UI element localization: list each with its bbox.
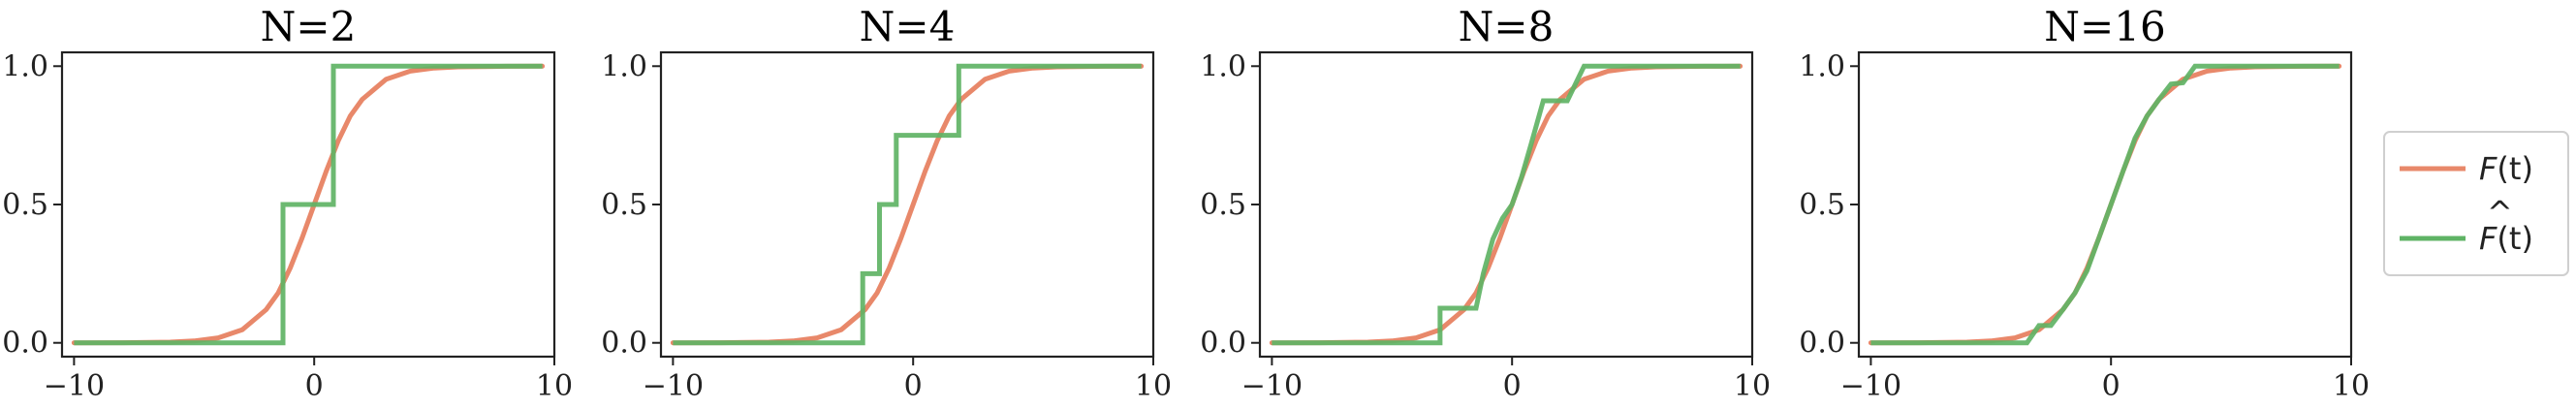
x-tick-label: 10 xyxy=(2333,369,2370,403)
empirical-cdf-line xyxy=(74,63,543,346)
x-tick-label: −10 xyxy=(643,369,704,403)
true-cdf-line xyxy=(1269,63,1744,346)
legend: F(t)F(t)^ xyxy=(2383,131,2569,276)
y-tick-label: 1.0 xyxy=(1200,49,1246,83)
x-tick-label: 0 xyxy=(904,369,923,403)
empirical-cdf-line xyxy=(1272,63,1741,346)
true-cdf-line xyxy=(670,63,1145,346)
y-tick-label: 1.0 xyxy=(2,49,48,83)
y-tick-label: 0.5 xyxy=(1200,188,1246,222)
axes-frame xyxy=(1258,50,1754,359)
x-tick-label: 0 xyxy=(1503,369,1522,403)
legend-label: F(t) xyxy=(2479,220,2533,257)
y-tick-label: 0.0 xyxy=(2,327,48,361)
legend-entry: F(t)^ xyxy=(2400,194,2533,257)
y-tick-label: 0.5 xyxy=(601,188,647,222)
y-tick-label: 0.0 xyxy=(1799,327,1845,361)
panel-3: N=8 −10 0 10 0.0 0.5 1.0 xyxy=(1200,3,1771,403)
panel-4: N=16 −10 0 10 0.0 0.5 1.0 xyxy=(1799,3,2370,403)
x-tick-label: 10 xyxy=(536,369,573,403)
empirical-cdf-line xyxy=(673,63,1142,346)
x-tick-label: 0 xyxy=(2102,369,2120,403)
legend-entry: F(t) xyxy=(2400,150,2533,187)
panel-title: N=8 xyxy=(1459,3,1555,50)
y-tick-label: 1.0 xyxy=(1799,49,1845,83)
axes-frame xyxy=(659,50,1155,359)
y-tick-label: 0.5 xyxy=(2,188,48,222)
panel-2: N=4 −10 0 10 0.0 0.5 1.0 xyxy=(601,3,1172,403)
y-tick-label: 0.0 xyxy=(1200,327,1246,361)
hat-accent: ^ xyxy=(2487,194,2513,231)
x-tick-label: −10 xyxy=(1840,369,1901,403)
panels: N=2 −10 0 10 0.0 0.5 1.0 N=4 −10 0 10 0.0 0.5 1.0 N=8 −… xyxy=(2,3,2370,403)
y-tick-label: 0.0 xyxy=(601,327,647,361)
x-tick-label: −10 xyxy=(44,369,105,403)
empirical-cdf-line xyxy=(1870,63,2340,346)
x-tick-label: 10 xyxy=(1135,369,1172,403)
axes-frame xyxy=(1857,50,2353,359)
panel-title: N=4 xyxy=(860,3,956,50)
panel-title: N=2 xyxy=(261,3,357,50)
x-tick-label: 10 xyxy=(1734,369,1771,403)
true-cdf-line xyxy=(1868,63,2342,346)
legend-label: F(t) xyxy=(2479,150,2533,187)
y-tick-label: 0.5 xyxy=(1799,188,1845,222)
x-tick-label: −10 xyxy=(1241,369,1303,403)
y-tick-label: 1.0 xyxy=(601,49,647,83)
legend-frame xyxy=(2383,131,2569,276)
x-tick-label: 0 xyxy=(305,369,324,403)
panel-1: N=2 −10 0 10 0.0 0.5 1.0 xyxy=(2,3,573,403)
panel-title: N=16 xyxy=(2044,3,2165,50)
